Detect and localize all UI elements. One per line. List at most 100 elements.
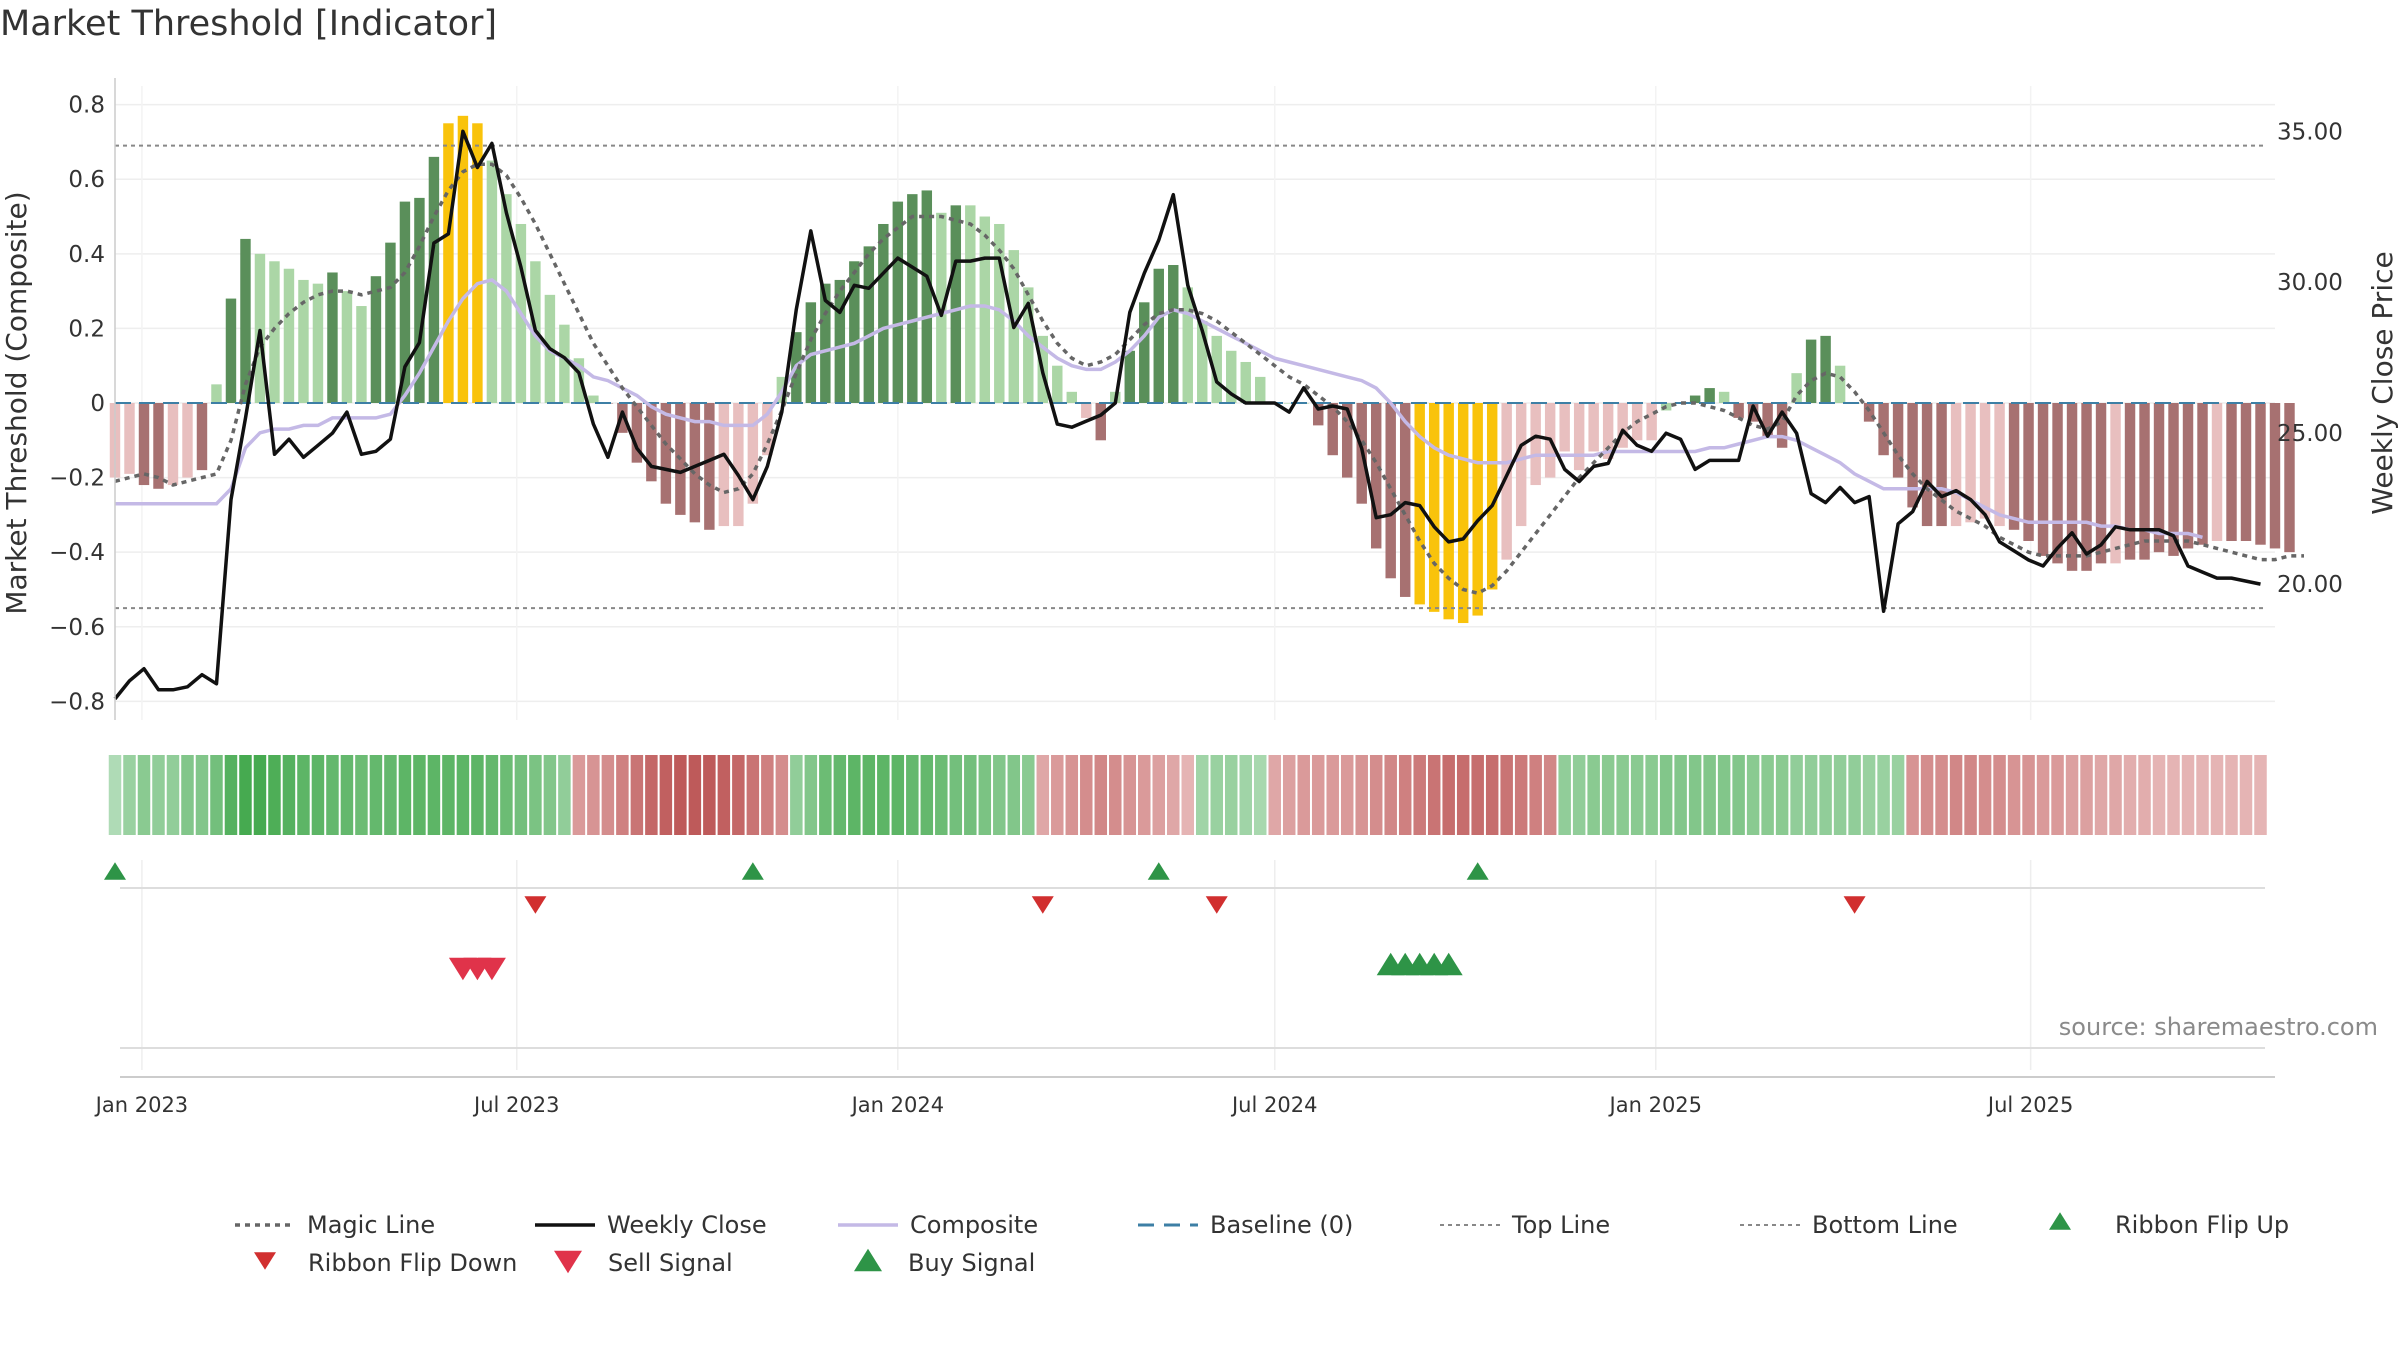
ribbon-cell — [993, 755, 1006, 835]
legend-label: Sell Signal — [608, 1249, 733, 1277]
ribbon-cell — [674, 755, 687, 835]
ribbon-cell — [964, 755, 977, 835]
legend-label: Composite — [910, 1211, 1038, 1239]
magic-line — [114, 162, 2304, 596]
ribbon-cell — [1790, 755, 1803, 835]
ribbon-cell — [1703, 755, 1716, 835]
ribbon-cell — [1181, 755, 1194, 835]
ribbon-cell — [2051, 755, 2064, 835]
ribbon-cell — [2181, 755, 2195, 835]
ribbon-cell — [282, 755, 296, 835]
composite-bar — [950, 205, 962, 403]
ribbon-flip-up-marker — [741, 862, 764, 880]
ribbon-cell — [1196, 755, 1209, 835]
composite-bar — [1428, 403, 1440, 612]
ribbon-cell — [2007, 755, 2021, 835]
composite-bar — [1081, 403, 1092, 418]
ribbon-cell — [819, 755, 832, 835]
legend-label: Ribbon Flip Up — [2115, 1211, 2289, 1239]
composite-bar — [965, 205, 976, 403]
composite-bar — [341, 291, 353, 403]
ribbon-cell — [1123, 755, 1137, 835]
composite-bar — [1457, 403, 1469, 624]
ribbon-cell — [1891, 755, 1905, 835]
composite-bar — [2182, 403, 2194, 549]
ribbon-cell — [1398, 755, 1412, 835]
ribbon-cell — [1326, 755, 1339, 835]
composite-bar — [1515, 403, 1527, 527]
legend-swatch — [554, 1250, 582, 1274]
composite-bar — [298, 279, 309, 403]
composite-bar — [370, 276, 382, 403]
ribbon-cell — [2094, 755, 2108, 835]
composite-bar — [2081, 403, 2092, 571]
composite-bar — [834, 279, 846, 403]
ribbon-cell — [369, 755, 383, 835]
ribbon-cell — [1456, 755, 1470, 835]
composite-bar — [1573, 403, 1585, 471]
ribbon-cell — [804, 755, 818, 835]
ribbon-cell — [1848, 755, 1861, 835]
composite-line — [115, 277, 2203, 539]
ribbon-cell — [717, 755, 731, 835]
ribbon-cell — [1007, 755, 1021, 835]
ribbon-cell — [1268, 755, 1281, 835]
ribbon-cell — [601, 755, 615, 835]
x-tick-label: Jan 2025 — [1608, 1093, 1703, 1117]
legend-item: Magic Line — [235, 1211, 435, 1239]
legend-label: Ribbon Flip Down — [308, 1249, 517, 1277]
composite-bar — [1646, 403, 1657, 441]
y-right-tick-label: 30.00 — [2277, 270, 2343, 296]
composite-bar — [501, 194, 512, 403]
y-left-tick-label: 0.4 — [68, 242, 105, 268]
ribbon-flip-up-marker — [1147, 862, 1170, 880]
y-left-tick-label: 0.8 — [68, 93, 105, 119]
ribbon-cell — [1109, 755, 1122, 835]
legend-label: Bottom Line — [1812, 1211, 1958, 1239]
y-left-tick-label: −0.2 — [49, 466, 105, 492]
ribbon-cell — [1862, 755, 1876, 835]
x-tick-label: Jan 2024 — [850, 1093, 945, 1117]
legend-swatch — [254, 1252, 276, 1270]
composite-bar — [1617, 403, 1628, 448]
ribbon-cell — [384, 755, 397, 835]
ribbon-cell — [1167, 755, 1180, 835]
ribbon-cell — [877, 755, 890, 835]
composite-bar — [1313, 403, 1324, 426]
ribbon-cell — [1253, 755, 1267, 835]
ribbon-cell — [181, 755, 194, 835]
composite-bar — [211, 384, 222, 403]
composite-bar — [240, 238, 251, 403]
ribbon-cell — [253, 755, 267, 835]
ribbon-cell — [1080, 755, 1093, 835]
ribbon-cell — [1500, 755, 1513, 835]
composite-bar — [414, 197, 425, 403]
ribbon-cell — [2239, 755, 2253, 835]
composite-bar — [312, 283, 324, 403]
legend-label: Weekly Close — [607, 1211, 767, 1239]
buy-signal-marker — [1434, 952, 1463, 976]
composite-bar — [124, 403, 135, 474]
composite-bar — [704, 403, 715, 530]
ribbon-cell — [558, 755, 571, 835]
composite-bar — [1370, 403, 1382, 549]
composite-bar — [2197, 403, 2208, 545]
ribbon-cell — [1920, 755, 1934, 835]
ribbon-cell — [2152, 755, 2166, 835]
ribbon-cell — [1210, 755, 1223, 835]
composite-bar — [225, 298, 237, 403]
legend-item: Baseline (0) — [1138, 1211, 1353, 1239]
ribbon-cell — [239, 755, 252, 835]
ribbon-cell — [2196, 755, 2209, 835]
ribbon-cell — [1413, 755, 1426, 835]
composite-bar — [196, 403, 208, 471]
x-tick-label: Jul 2023 — [472, 1093, 559, 1117]
source-note: source: sharemaestro.com — [2058, 1013, 2378, 1041]
composite-bar — [1834, 365, 1846, 403]
composite-bar — [617, 403, 628, 433]
composite-bar — [1950, 403, 1962, 527]
composite-bar — [327, 272, 338, 403]
composite-bar — [588, 395, 599, 403]
composite-bar — [1124, 350, 1135, 403]
